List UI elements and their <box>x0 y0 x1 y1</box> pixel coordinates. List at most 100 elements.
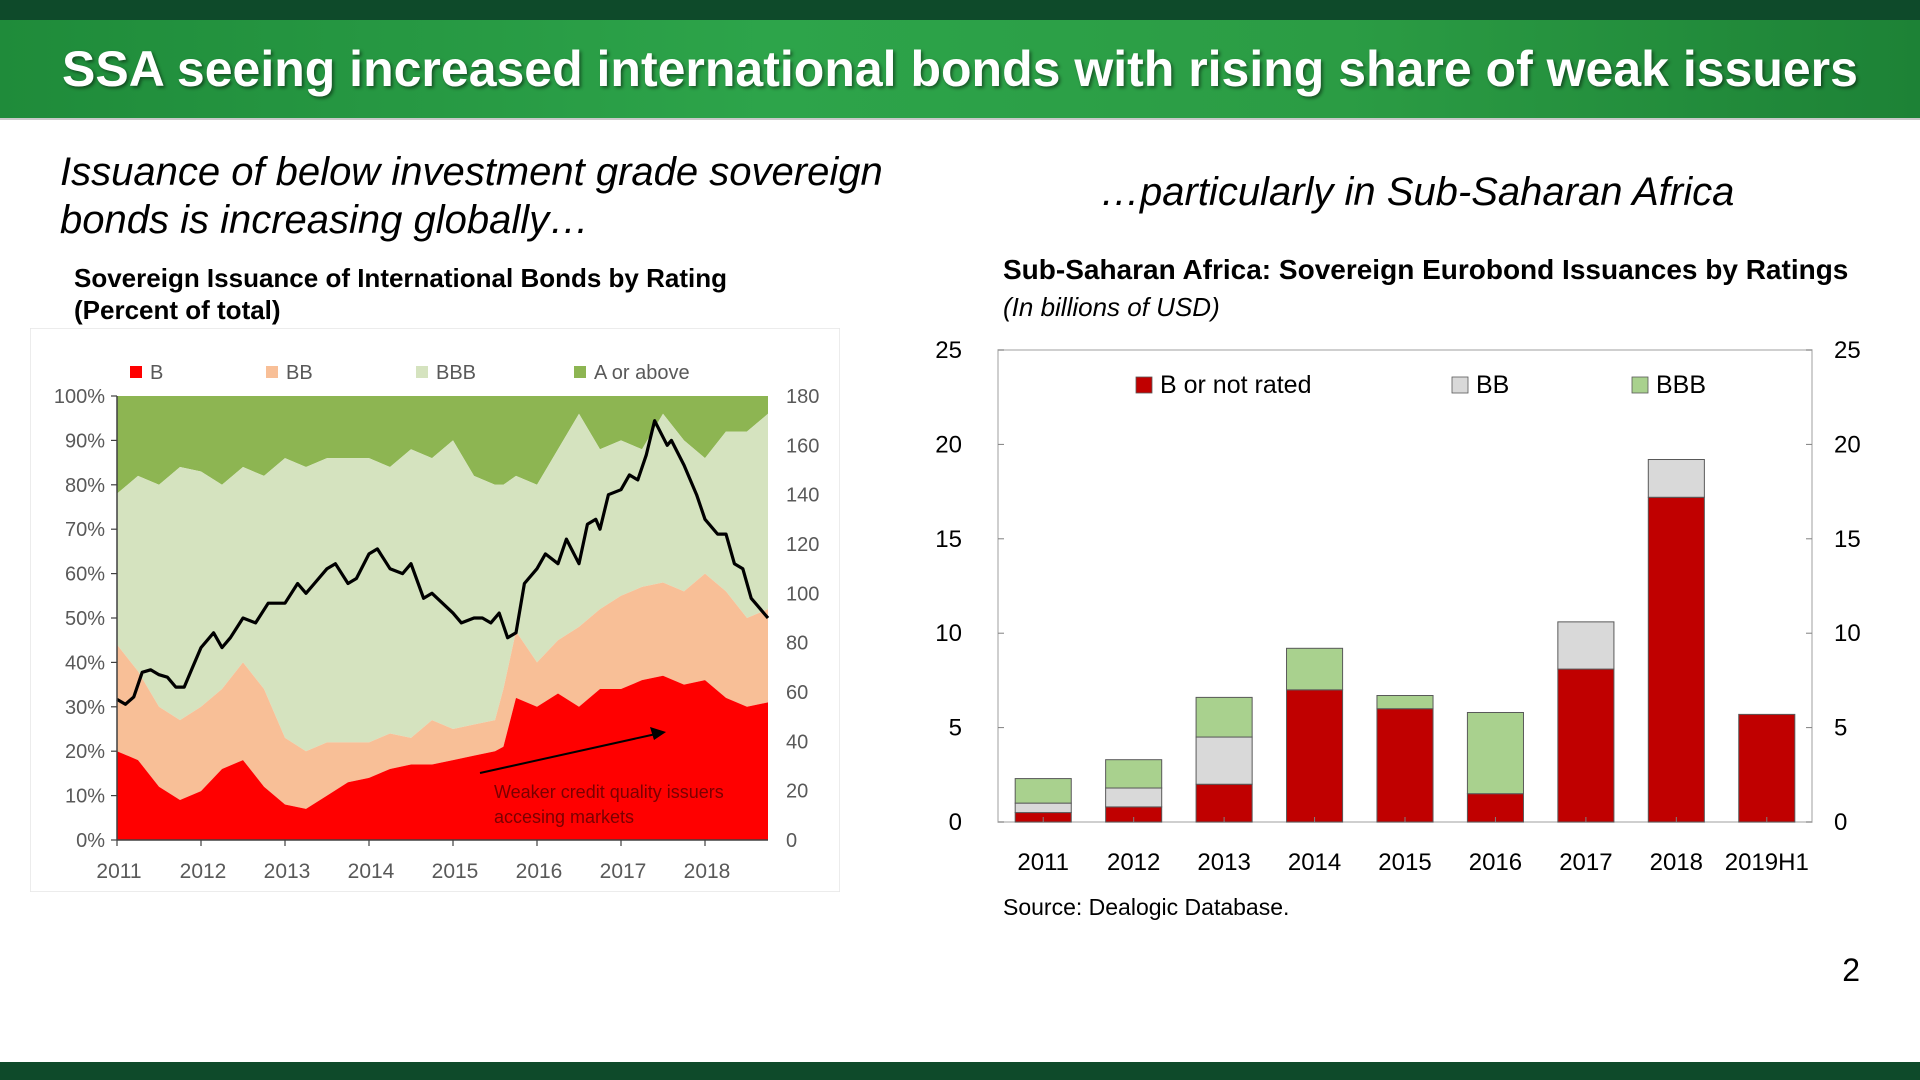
x-tick-label: 2012 <box>180 860 227 883</box>
right-y-tick-label: 40 <box>786 731 808 753</box>
bar-segment-bbb <box>1466 711 1524 795</box>
bar-segment-b <box>1647 496 1705 823</box>
left-y-tick-label: 100% <box>54 386 105 408</box>
bar-segment-bb <box>1647 459 1705 498</box>
legend-label: BB <box>1476 371 1509 399</box>
top-band <box>0 0 1920 20</box>
left-y-tick-label: 90% <box>65 430 105 452</box>
bar-segment-bbb <box>1014 778 1072 804</box>
left-y-tick-label: 50% <box>65 608 105 630</box>
left-chart-title-line2: (Percent of total) <box>74 295 281 325</box>
x-tick-label: 2016 <box>1469 849 1522 876</box>
x-tick-label: 2019H1 <box>1725 849 1809 876</box>
area-bbb <box>117 413 768 752</box>
legend-swatch <box>574 366 586 378</box>
x-tick-label: 2013 <box>264 860 311 883</box>
left-y-tick-label: 60% <box>65 564 105 586</box>
x-tick-label: 2013 <box>1197 849 1250 876</box>
right-subtitle: …particularly in Sub-Saharan Africa <box>1100 170 1735 214</box>
legend-swatch <box>1135 376 1153 394</box>
left-subtitle-line2: bonds is increasing globally… <box>60 198 590 242</box>
left-y-tick-label: 0% <box>76 830 105 852</box>
x-tick-label: 2015 <box>1378 849 1431 876</box>
left-y-tick-label: 80% <box>65 475 105 497</box>
legend-swatch <box>1451 376 1469 394</box>
legend-swatch <box>266 366 278 378</box>
right-y-tick-label: 20 <box>786 781 808 803</box>
left-subtitle-line1: Issuance of below investment grade sover… <box>60 150 883 194</box>
bar-segment-bb <box>1014 802 1072 814</box>
left-chart-title-line1: Sovereign Issuance of International Bond… <box>74 263 727 293</box>
x-tick-label: 2015 <box>432 860 479 883</box>
annotation-arrowhead <box>650 727 666 740</box>
left-y-tick-label: 30% <box>65 697 105 719</box>
bar-segment-b <box>1376 708 1434 823</box>
area-a-or-above <box>117 396 768 494</box>
left-y-tick-label: 20 <box>935 431 962 458</box>
right-y-tick-label: 140 <box>786 485 819 507</box>
bar-segment-bbb <box>1195 696 1253 738</box>
left-y-tick-label: 10 <box>935 620 962 647</box>
right-y-tick-label: 10 <box>1834 620 1861 647</box>
legend-label: B <box>150 362 163 384</box>
index-line <box>116 419 770 706</box>
source-note: Source: Dealogic Database. <box>1003 894 1289 920</box>
right-chart-title: Sub-Saharan Africa: Sovereign Eurobond I… <box>1003 254 1849 285</box>
legend-label: BBB <box>1656 371 1706 399</box>
x-tick-label: 2017 <box>600 860 647 883</box>
left-y-tick-label: 70% <box>65 519 105 541</box>
page-number: 2 <box>1842 952 1860 988</box>
area-bb <box>117 573 768 809</box>
legend-swatch <box>416 366 428 378</box>
bottom-band <box>0 1062 1920 1080</box>
title-bar: SSA seeing increased international bonds… <box>0 20 1920 120</box>
annotation-line1: Weaker credit quality issuers <box>494 782 724 802</box>
right-chart-unit: (In billions of USD) <box>1003 292 1220 322</box>
left-y-tick-label: 0 <box>949 809 962 836</box>
right-y-tick-label: 20 <box>1834 431 1861 458</box>
x-tick-label: 2014 <box>348 860 395 883</box>
x-tick-label: 2014 <box>1288 849 1341 876</box>
right-y-tick-label: 15 <box>1834 526 1861 553</box>
left-subtitle: Issuance of below investment grade sover… <box>60 148 920 244</box>
bar-segment-bb <box>1195 736 1253 785</box>
bar-segment-bbb <box>1105 759 1163 789</box>
right-y-tick-label: 25 <box>1834 337 1861 364</box>
left-y-tick-label: 40% <box>65 652 105 674</box>
annotation-arrow <box>479 733 657 774</box>
x-tick-label: 2018 <box>684 860 731 883</box>
legend-label: A or above <box>594 362 690 384</box>
left-y-tick-label: 20% <box>65 741 105 763</box>
left-y-tick-label: 25 <box>935 337 962 364</box>
bar-segment-bb <box>1557 621 1615 670</box>
right-y-tick-label: 180 <box>786 386 819 408</box>
bar-segment-bbb <box>1376 695 1434 710</box>
slide-title: SSA seeing increased international bonds… <box>62 41 1858 97</box>
x-tick-label: 2016 <box>516 860 563 883</box>
legend-label: BB <box>286 362 313 384</box>
right-y-tick-label: 5 <box>1834 715 1847 742</box>
legend-swatch <box>130 366 142 378</box>
left-y-tick-label: 10% <box>65 786 105 808</box>
right-y-tick-label: 0 <box>786 830 797 852</box>
right-y-tick-label: 160 <box>786 435 819 457</box>
bar-segment-b <box>1195 783 1253 823</box>
bar-segment-bbb <box>1286 647 1344 691</box>
left-chart: 0% 10% 20% 30% 40% 50% 60% 70% 80% 90% 100% 0 20 40 60… <box>30 328 840 892</box>
right-y-tick-label: 0 <box>1834 809 1847 836</box>
legend-label: BBB <box>436 362 476 384</box>
bar-segment-b <box>1557 668 1615 823</box>
right-chart: 0 0 5 5 10 10 15 15 20 20 25 25 2011 2012 2013 2014 2015… <box>935 337 1861 920</box>
left-y-tick-label: 15 <box>935 526 962 553</box>
right-y-tick-label: 80 <box>786 633 808 655</box>
x-tick-label: 2017 <box>1559 849 1612 876</box>
bar-segment-bb <box>1105 787 1163 808</box>
right-y-tick-label: 60 <box>786 682 808 704</box>
left-chart-title: Sovereign Issuance of International Bond… <box>74 262 834 326</box>
left-y-tick-label: 5 <box>949 715 962 742</box>
x-tick-label: 2011 <box>96 860 141 883</box>
x-tick-label: 2018 <box>1650 849 1703 876</box>
legend-label: B or not rated <box>1160 371 1311 399</box>
area-b <box>117 675 768 840</box>
right-y-tick-label: 120 <box>786 534 819 556</box>
